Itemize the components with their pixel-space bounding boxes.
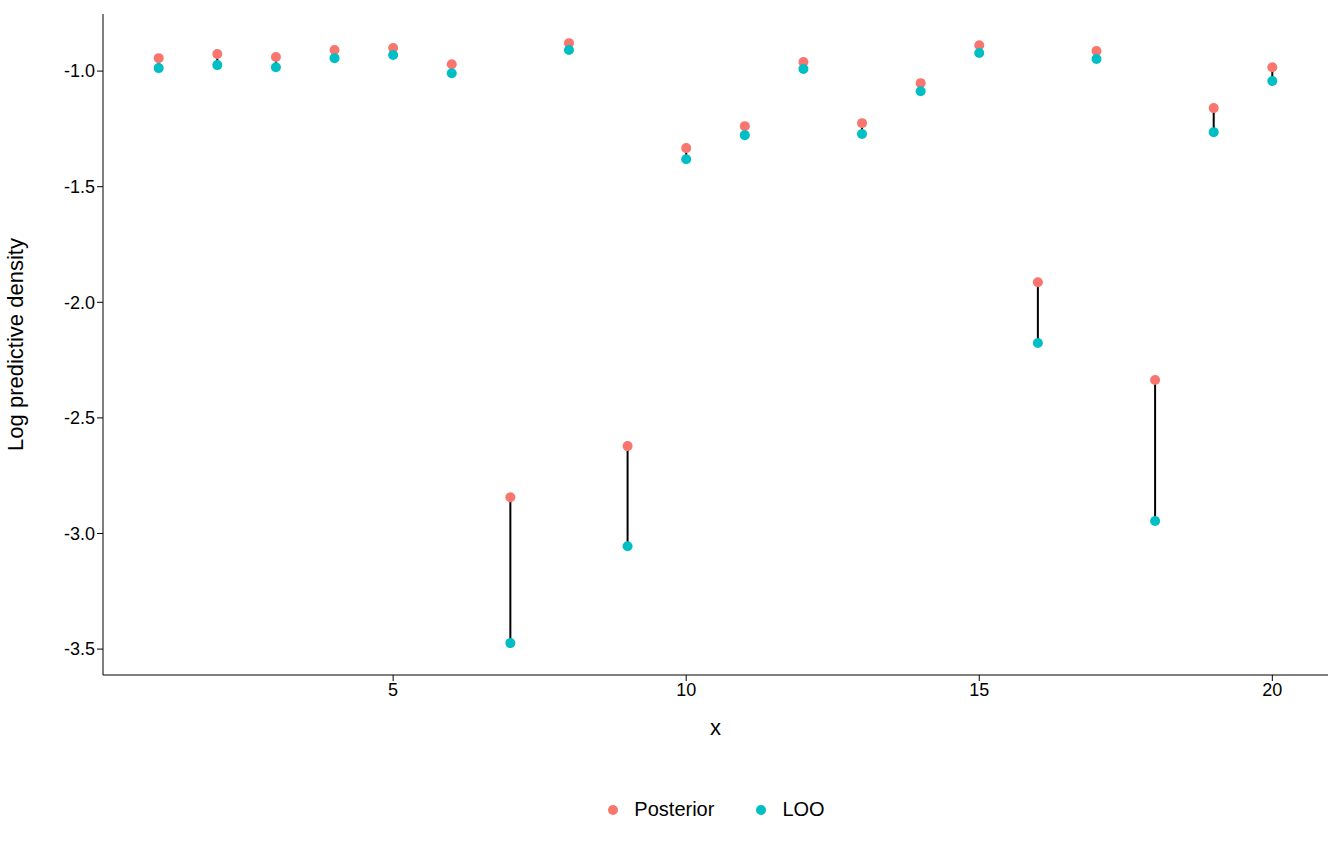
svg-text:-3.5: -3.5 — [64, 639, 95, 659]
svg-text:5: 5 — [388, 680, 398, 700]
html-text:Posterior: Posterior — [634, 798, 715, 820]
svg-text:-1.0: -1.0 — [64, 61, 95, 81]
svg-text:Log predictive density: Log predictive density — [8, 238, 28, 451]
svg-text:10: 10 — [676, 680, 696, 700]
svg-text:x: x — [710, 715, 721, 740]
svg-text:-3.0: -3.0 — [64, 524, 95, 544]
svg-text:-1.5: -1.5 — [64, 177, 95, 197]
svg-text:-2.5: -2.5 — [64, 408, 95, 428]
svg-text:-2.0: -2.0 — [64, 293, 95, 313]
svg-text:15: 15 — [969, 680, 989, 700]
svg-text:20: 20 — [1262, 680, 1282, 700]
html-text:LOO: LOO — [782, 798, 825, 820]
